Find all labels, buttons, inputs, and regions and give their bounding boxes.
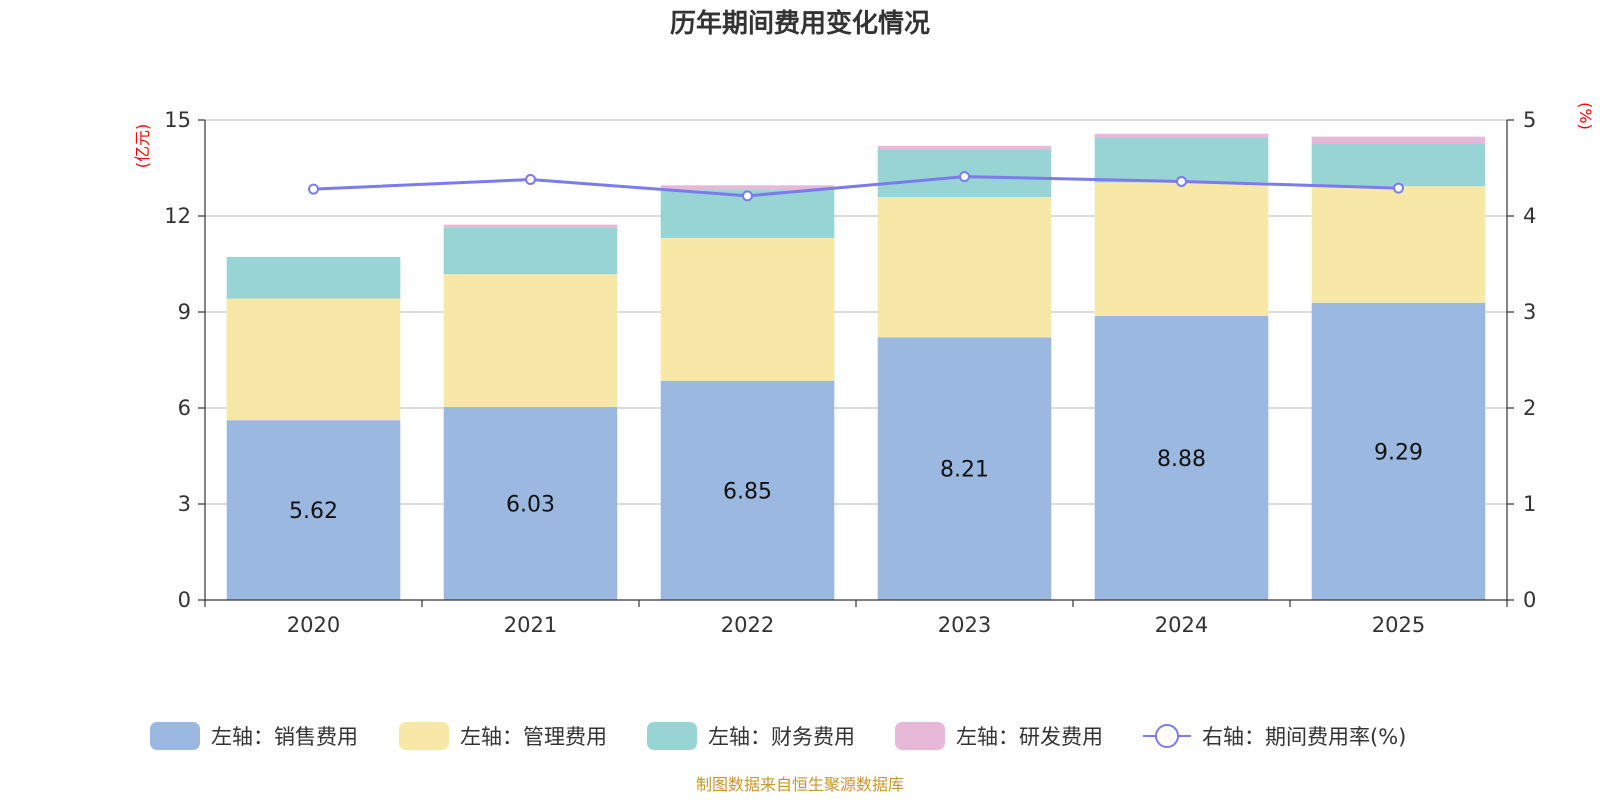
bar-value-label-2021: 6.03: [506, 493, 555, 518]
left-axis-unit: (亿元): [133, 124, 152, 169]
rate-point-2025: [1393, 182, 1404, 194]
rate-point-2020: [308, 183, 319, 195]
grid-lines: [205, 119, 1507, 505]
rate-point-2021: [525, 174, 536, 186]
bar-segment-2020-s1: [226, 298, 401, 421]
left-axis-tick-label: 9: [178, 300, 191, 324]
legend-label-s3: 左轴：研发费用: [956, 725, 1103, 749]
bar-segment-2021-s0: [443, 407, 618, 600]
left-axis-tick-label: 12: [164, 204, 191, 228]
legend: 左轴：销售费用 左轴：管理费用 左轴：财务费用 左轴：研发费用 右轴：期间费用率(%): [150, 722, 1406, 750]
right-axis-unit: (%): [1576, 102, 1595, 130]
rate-point-2023: [959, 171, 970, 183]
left-axis-tick-label: 15: [164, 108, 191, 132]
bar-value-label-2020: 5.62: [289, 499, 338, 524]
bar-value-label-2022: 6.85: [723, 479, 772, 504]
bar-labels-group: 5.62 6.03 6.85 8.21 8.88 9.29: [289, 440, 1423, 524]
bar-value-label-2023: 8.21: [940, 458, 989, 483]
bar-segment-2025-s1: [1311, 186, 1486, 303]
right-axis-tick-label: 3: [1523, 300, 1536, 324]
bar-segment-2022-s1: [660, 238, 835, 381]
bar-segment-2022-s3: [660, 185, 835, 191]
right-axis-tick-label: 1: [1523, 492, 1536, 516]
bar-segment-2020-s0: [226, 420, 401, 600]
legend-swatch-s0: [150, 722, 200, 750]
bar-value-label-2024: 8.88: [1157, 447, 1206, 472]
right-axis-tick-label: 5: [1523, 108, 1536, 132]
bar-segment-2025-s3: [1311, 136, 1486, 144]
right-axis-tick-label: 2: [1523, 396, 1536, 420]
bar-segment-2023-s3: [877, 145, 1052, 150]
bar-segment-2021-s1: [443, 274, 618, 408]
bar-segment-2023-s0: [877, 337, 1052, 600]
bar-segment-2025-s2: [1311, 143, 1486, 187]
bar-segment-2020-s2: [226, 256, 401, 299]
legend-line-marker: [1155, 724, 1179, 748]
rate-line-group: [308, 171, 1404, 202]
left-axis-tick-label: 3: [178, 492, 191, 516]
bar-segment-2022-s0: [660, 380, 835, 600]
x-axis-tick-label: 2022: [721, 613, 774, 637]
right-axis-tick-label: 0: [1523, 588, 1536, 612]
bar-segment-2024-s0: [1094, 315, 1269, 600]
legend-label-s2: 左轴：财务费用: [708, 725, 855, 749]
bar-segment-2024-s2: [1094, 137, 1269, 183]
left-axis-tick-label: 0: [178, 588, 191, 612]
right-axis-tick-label: 4: [1523, 204, 1536, 228]
bar-segment-2023-s1: [877, 197, 1052, 338]
x-axis-tick-label: 2025: [1372, 613, 1425, 637]
x-axis-tick-label: 2024: [1155, 613, 1208, 637]
legend-label-rate: 右轴：期间费用率(%): [1202, 725, 1406, 749]
rate-point-2022: [742, 190, 753, 202]
bar-segment-2021-s2: [443, 227, 618, 275]
data-source-note: 制图数据来自恒生聚源数据库: [696, 775, 904, 794]
bar-segment-2021-s3: [443, 224, 618, 228]
legend-label-s0: 左轴：销售费用: [211, 725, 358, 749]
legend-swatch-s2: [647, 722, 697, 750]
legend-swatch-s3: [895, 722, 945, 750]
rate-point-2024: [1176, 175, 1187, 187]
legend-label-s1: 左轴：管理费用: [460, 725, 607, 749]
bar-segment-2024-s3: [1094, 133, 1269, 138]
bar-segment-2024-s1: [1094, 182, 1269, 316]
rate-line: [313, 175, 1399, 198]
chart-title: 历年期间费用变化情况: [670, 8, 930, 39]
bar-segment-2025-s0: [1311, 302, 1486, 600]
legend-swatch-s1: [399, 722, 449, 750]
x-axis-tick-label: 2020: [287, 613, 340, 637]
left-axis-tick-label: 6: [178, 396, 191, 420]
bar-value-label-2025: 9.29: [1374, 440, 1423, 465]
x-axis-tick-label: 2021: [504, 613, 557, 637]
x-axis-tick-label: 2023: [938, 613, 991, 637]
bars-group: [226, 133, 1486, 600]
